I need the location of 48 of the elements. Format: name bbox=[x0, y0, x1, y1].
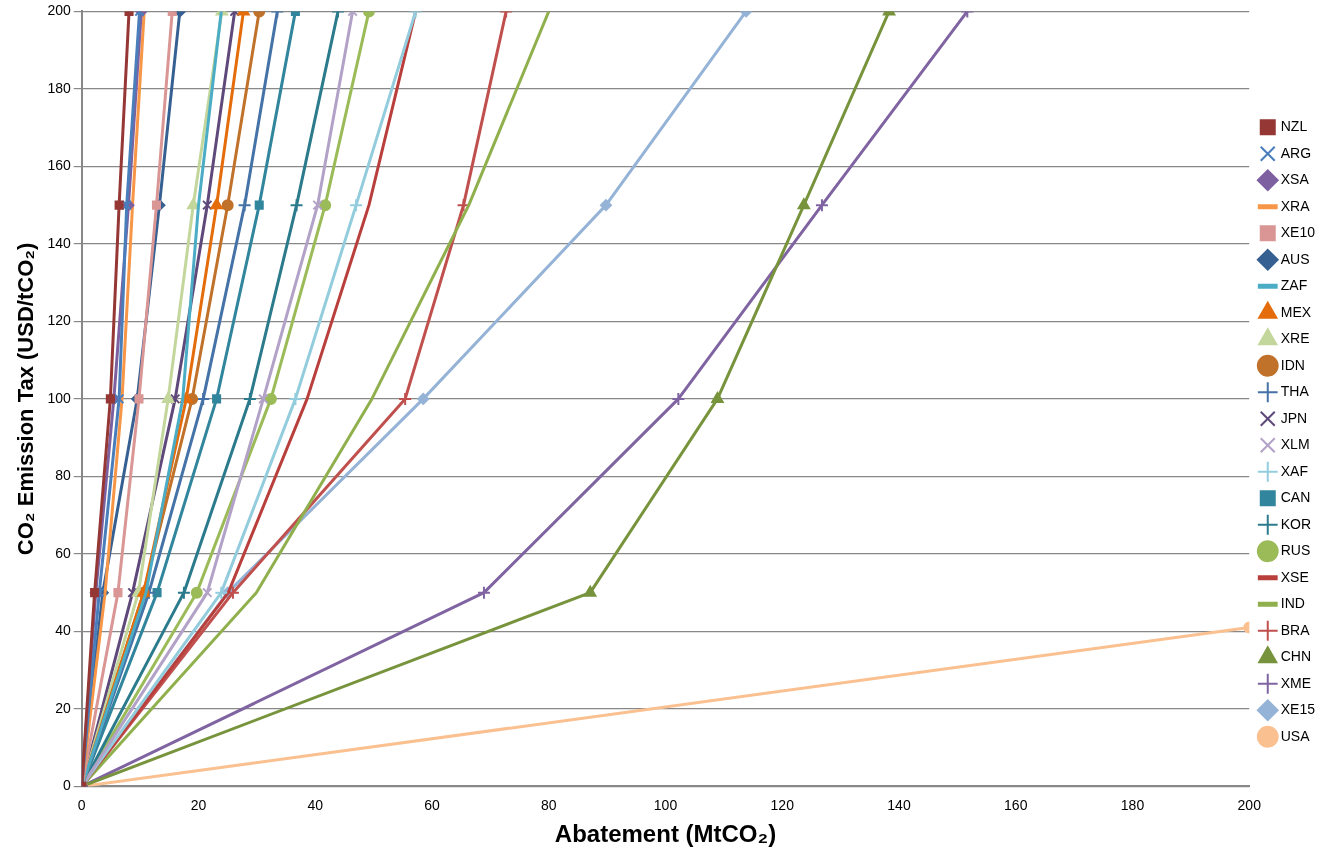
x-tick-label: 100 bbox=[653, 796, 678, 813]
x-axis-title: Abatement (MtCO₂) bbox=[554, 820, 777, 848]
x-tick-label: 120 bbox=[770, 796, 795, 813]
legend-label: NZL bbox=[1280, 118, 1308, 135]
legend-label: ARG bbox=[1280, 144, 1312, 161]
y-tick-label: 120 bbox=[47, 312, 71, 329]
legend-label: ZAF bbox=[1280, 277, 1308, 294]
y-tick-label: 140 bbox=[47, 234, 71, 251]
legend-label: XME bbox=[1280, 674, 1312, 691]
y-axis-title: CO₂ Emission Tax (USD/tCO₂) bbox=[13, 242, 39, 556]
y-tick-label: 160 bbox=[47, 157, 71, 174]
y-tick-label: 20 bbox=[55, 699, 71, 716]
legend-label: XE10 bbox=[1280, 224, 1316, 241]
x-tick-label: 60 bbox=[424, 796, 440, 813]
y-tick-label: 60 bbox=[55, 544, 71, 561]
x-tick-label: 0 bbox=[77, 796, 86, 813]
legend-label: IND bbox=[1280, 595, 1305, 612]
legend-label: XRA bbox=[1280, 197, 1311, 214]
legend-label: RUS bbox=[1280, 542, 1311, 559]
x-tick-label: 140 bbox=[887, 796, 911, 813]
legend-label: XLM bbox=[1280, 436, 1310, 453]
legend-label: JPN bbox=[1280, 409, 1308, 426]
legend-label: XSE bbox=[1280, 568, 1309, 585]
y-tick-label: 100 bbox=[47, 389, 71, 406]
legend-label: MEX bbox=[1280, 303, 1312, 320]
x-tick-label: 40 bbox=[307, 796, 324, 813]
legend-label: XSA bbox=[1280, 171, 1310, 188]
y-tick-label: 80 bbox=[55, 467, 71, 484]
legend-label: XRE bbox=[1280, 330, 1310, 347]
legend-label: XAF bbox=[1280, 462, 1308, 479]
legend-label: BRA bbox=[1280, 621, 1311, 638]
y-tick-label: 0 bbox=[62, 777, 71, 794]
legend-label: CAN bbox=[1280, 489, 1311, 506]
x-tick-label: 80 bbox=[540, 796, 557, 813]
legend-label: KOR bbox=[1280, 515, 1312, 532]
legend-label: XE15 bbox=[1280, 701, 1316, 718]
legend-label: AUS bbox=[1280, 250, 1310, 267]
y-tick-label: 40 bbox=[55, 622, 71, 639]
legend-label: IDN bbox=[1280, 356, 1305, 373]
x-tick-label: 20 bbox=[190, 796, 207, 813]
legend-label: USA bbox=[1280, 727, 1311, 744]
y-tick-label: 180 bbox=[47, 79, 71, 96]
x-tick-label: 180 bbox=[1120, 796, 1145, 813]
x-tick-label: 200 bbox=[1237, 796, 1262, 813]
y-tick-label: 200 bbox=[47, 2, 71, 19]
x-tick-label: 160 bbox=[1004, 796, 1028, 813]
legend-label: CHN bbox=[1280, 648, 1312, 665]
legend-label: THA bbox=[1280, 383, 1310, 400]
